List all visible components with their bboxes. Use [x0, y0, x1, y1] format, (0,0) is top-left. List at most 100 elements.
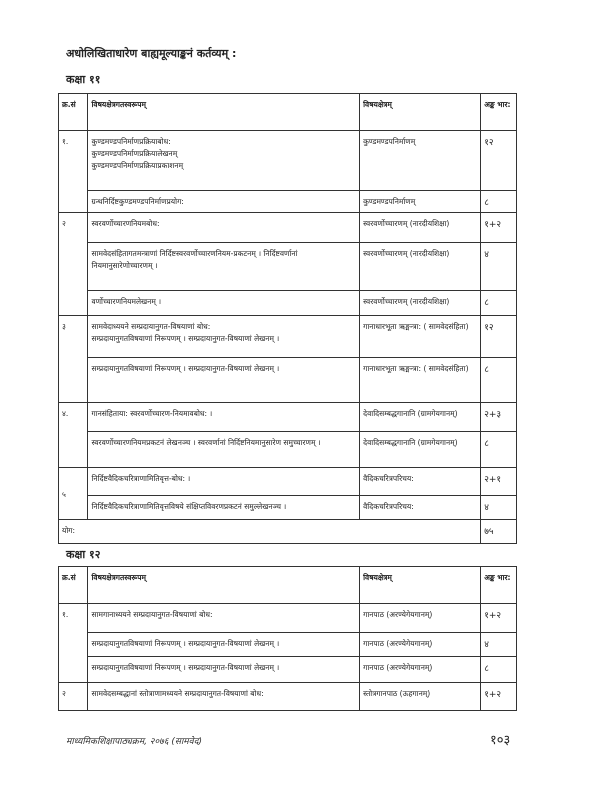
content-line: कुण्डमण्डपनिर्माणप्रक्रियाबोध: [91, 137, 171, 146]
subject-area-cell: स्तोत्रगानपाठ (ऊहगानम्) [359, 682, 482, 711]
content-cell: निर्दिष्टवैदिकचरित्राणामितिवृत्त-बोध: । [87, 467, 361, 497]
marks-cell: २+१ [480, 467, 517, 497]
marks-cell: १२ [480, 315, 517, 359]
marks-cell: ८ [480, 290, 517, 317]
content-cell: स्वरवर्णोच्चारणनियमप्रकटनं लेखनञ्च । स्व… [87, 431, 361, 469]
column-header: विषयक्षेत्रगतस्वरूपम् [87, 566, 361, 604]
marks-cell: ४ [480, 632, 517, 657]
subject-area-cell: गानाधारभूता ऋङ्मन्त्रा: ( सामवेदसंहिता) [359, 357, 482, 404]
table-row: सम्प्रदायानुगतविषयाणां निरूपणम् । सम्प्र… [59, 632, 517, 657]
table-row: १. सामगानाध्ययने सम्प्रदायानुगत-विषयाणां … [57, 603, 517, 683]
content-cell: सामगानाध्ययने सम्प्रदायानुगत-विषयाणां बो… [87, 603, 361, 633]
table-row: ४. गानसंहिताया: स्वरवर्णोच्चारण-नियमावबोध… [57, 402, 517, 469]
content-line: सम्प्रदायानुगतविषयाणां निरूपणम् । सम्प्र… [91, 334, 280, 344]
header-row: क्र.सं विषयक्षेत्रगतस्वरूपम् विषयक्षेत्रम्… [57, 566, 517, 604]
table-row: स्वरवर्णोच्चारणनियमप्रकटनं लेखनञ्च । स्व… [59, 431, 517, 469]
subject-area-cell: गानाधारभूता ऋङ्मन्त्रा: ( सामवेदसंहिता) [359, 315, 482, 359]
serial-number-cell: २ [57, 682, 89, 711]
content-line: सम्प्रदायानुगतविषयाणां निरूपणम् । सम्प्र… [91, 639, 280, 648]
column-header: क्र.सं [57, 93, 89, 131]
marks-cell: ४ [480, 242, 517, 292]
total-row: योग: ७५ [57, 519, 517, 545]
column-header: अङ्क भार: [480, 93, 517, 131]
serial-number-cell: १. [57, 603, 89, 683]
column-header: विषयक्षेत्रम् [359, 566, 482, 604]
serial-number-cell: ४. [57, 402, 89, 469]
content-line: सम्प्रदायानुगतविषयाणां निरूपणम् । सम्प्र… [91, 364, 280, 374]
subject-area-cell: स्वरवर्णोच्चारणम् (नारदीयशिक्षा) [359, 290, 482, 317]
subject-area-cell: गानपाठ (अरण्येगेयगानम्) [359, 603, 482, 633]
subject-area-cell: गानपाठ (अरण्येगेयगानम्) [359, 632, 482, 657]
table-row: १. कुण्डमण्डपनिर्माणप्रक्रियाबोध: कुण्डमण्… [57, 129, 517, 214]
marks-cell: ८ [480, 357, 517, 404]
serial-number-cell: १. [57, 129, 89, 214]
subject-area-cell: देवादिसम्बद्धगानानि (ग्रामगेयगानम्) [359, 402, 482, 433]
marks-cell: १+२ [480, 212, 517, 244]
table-row: सम्प्रदायानुगतविषयाणां निरूपणम् । सम्प्र… [59, 656, 517, 683]
table-row: ३ सामवेदाध्ययने सम्प्रदायानुगत-विषयाणां ब… [57, 315, 517, 404]
table-row: ग्रन्थनिर्दिष्टकुण्डमण्डपनिर्माणप्रयोग: क… [59, 189, 517, 214]
column-header: अङ्क भार: [480, 566, 517, 604]
content-line: स्वरवर्णोच्चारणनियमबोध: [91, 219, 160, 229]
marks-cell: ८ [480, 189, 517, 214]
marks-cell: ८ [480, 431, 517, 469]
content-cell: सामवेदाध्ययने सम्प्रदायानुगत-विषयाणां बो… [87, 315, 361, 359]
table-row: निर्दिष्टवैदिकचरित्राणामितिवृत्तविषये सं… [59, 495, 517, 521]
content-line: ग्रन्थनिर्दिष्टकुण्डमण्डपनिर्माणप्रयोग: [91, 197, 184, 206]
class-11-table: क्र.सं विषयक्षेत्रगतस्वरूपम् विषयक्षेत्रम्… [57, 93, 517, 545]
content-line: स्वरवर्णोच्चारणनियमप्रकटनं लेखनञ्च । स्व… [91, 438, 321, 448]
content-cell: सामवेदसंहितागतमन्त्राणां निर्दिष्टस्वरवर… [87, 242, 361, 292]
table-row: सामवेदसंहितागतमन्त्राणां निर्दिष्टस्वरवर… [59, 242, 517, 292]
table-row: २ सामवेदसम्बद्धानां स्तोत्राणामध्ययने सम्… [57, 682, 517, 711]
serial-number-cell: २ [57, 212, 89, 317]
class-11-heading: कक्षा ११ [66, 73, 101, 86]
content-line: सामगानाध्ययने सम्प्रदायानुगत-विषयाणां बो… [91, 610, 213, 619]
content-cell: सम्प्रदायानुगतविषयाणां निरूपणम् । सम्प्र… [87, 632, 361, 657]
content-cell: सम्प्रदायानुगतविषयाणां निरूपणम् । सम्प्र… [87, 357, 361, 404]
class-12-heading: कक्षा १२ [66, 548, 101, 561]
class-12-table: क्र.सं विषयक्षेत्रगतस्वरूपम् विषयक्षेत्रम्… [57, 566, 517, 711]
table-row: वर्णोच्चारणनियमलेखनम् । स्वरवर्णोच्चारणम्… [59, 290, 517, 317]
table-row: सम्प्रदायानुगतविषयाणां निरूपणम् । सम्प्र… [59, 357, 517, 404]
table-row: ५ निर्दिष्टवैदिकचरित्राणामितिवृत्त-बोध: ।… [57, 467, 517, 521]
content-line: सामवेदसंहितागतमन्त्राणां निर्दिष्टस्वरवर… [91, 249, 298, 271]
subject-area-cell: वैदिकचरित्रपरिचय: [359, 467, 482, 497]
content-line: सम्प्रदायानुगतविषयाणां निरूपणम् । सम्प्र… [91, 663, 280, 672]
footer-title: माध्यमिकशिक्षापाठ्यक्रम, २०७६ (सामवेद) [66, 737, 202, 747]
subject-area-cell: वैदिकचरित्रपरिचय: [359, 495, 482, 521]
subject-area-cell: स्वरवर्णोच्चारणम् (नारदीयशिक्षा) [359, 242, 482, 292]
serial-number-cell: ३ [57, 315, 89, 404]
marks-cell: १२ [480, 130, 517, 191]
total-label: योग: [57, 519, 482, 545]
page-number: १०३ [490, 733, 511, 748]
content-line: गानसंहिताया: स्वरवर्णोच्चारण-नियमावबोध: … [91, 409, 213, 419]
content-cell: वर्णोच्चारणनियमलेखनम् । [87, 290, 361, 317]
marks-cell: १+२ [480, 682, 517, 711]
content-cell: स्वरवर्णोच्चारणनियमबोध: [87, 212, 361, 244]
content-line: निर्दिष्टवैदिकचरित्राणामितिवृत्तविषये सं… [91, 502, 287, 512]
table-row: २ स्वरवर्णोच्चारणनियमबोध: स्वरवर्णोच्चारणम… [57, 212, 517, 317]
content-cell: कुण्डमण्डपनिर्माणप्रक्रियाबोध: कुण्डमण्डप… [87, 130, 361, 191]
serial-number-cell: ५ [57, 467, 89, 521]
content-line: सामवेदाध्ययने सम्प्रदायानुगत-विषयाणां बो… [91, 322, 211, 332]
content-cell: निर्दिष्टवैदिकचरित्राणामितिवृत्तविषये सं… [87, 495, 361, 521]
marks-cell: ८ [480, 656, 517, 683]
marks-cell: ४ [480, 495, 517, 521]
marks-cell: २+३ [480, 402, 517, 433]
subject-area-cell: स्वरवर्णोच्चारणम् (नारदीयशिक्षा) [359, 212, 482, 244]
content-line: सामवेदसम्बद्धानां स्तोत्राणामध्ययने सम्प… [91, 689, 264, 698]
column-header: क्र.सं [57, 566, 89, 604]
total-marks: ७५ [480, 519, 517, 545]
content-cell: सामवेदसम्बद्धानां स्तोत्राणामध्ययने सम्प… [87, 682, 361, 711]
subject-area-cell: देवादिसम्बद्धगानानि (ग्रामगेयगानम्) [359, 431, 482, 469]
content-line: वर्णोच्चारणनियमलेखनम् । [91, 297, 162, 307]
marks-cell: १+२ [480, 603, 517, 633]
column-header: विषयक्षेत्रम् [359, 93, 482, 131]
subject-area-cell: कुण्डमण्डपनिर्माणम् [359, 189, 482, 214]
content-cell: ग्रन्थनिर्दिष्टकुण्डमण्डपनिर्माणप्रयोग: [87, 189, 361, 214]
column-header: विषयक्षेत्रगतस्वरूपम् [87, 93, 361, 131]
subject-area-cell: कुण्डमण्डपनिर्माणम् [359, 130, 482, 191]
content-cell: सम्प्रदायानुगतविषयाणां निरूपणम् । सम्प्र… [87, 656, 361, 683]
content-cell: गानसंहिताया: स्वरवर्णोच्चारण-नियमावबोध: … [87, 402, 361, 433]
page-heading: अधोलिखिताधारेण बाह्यमूल्याङ्कनं कर्तव्यम… [66, 47, 237, 60]
